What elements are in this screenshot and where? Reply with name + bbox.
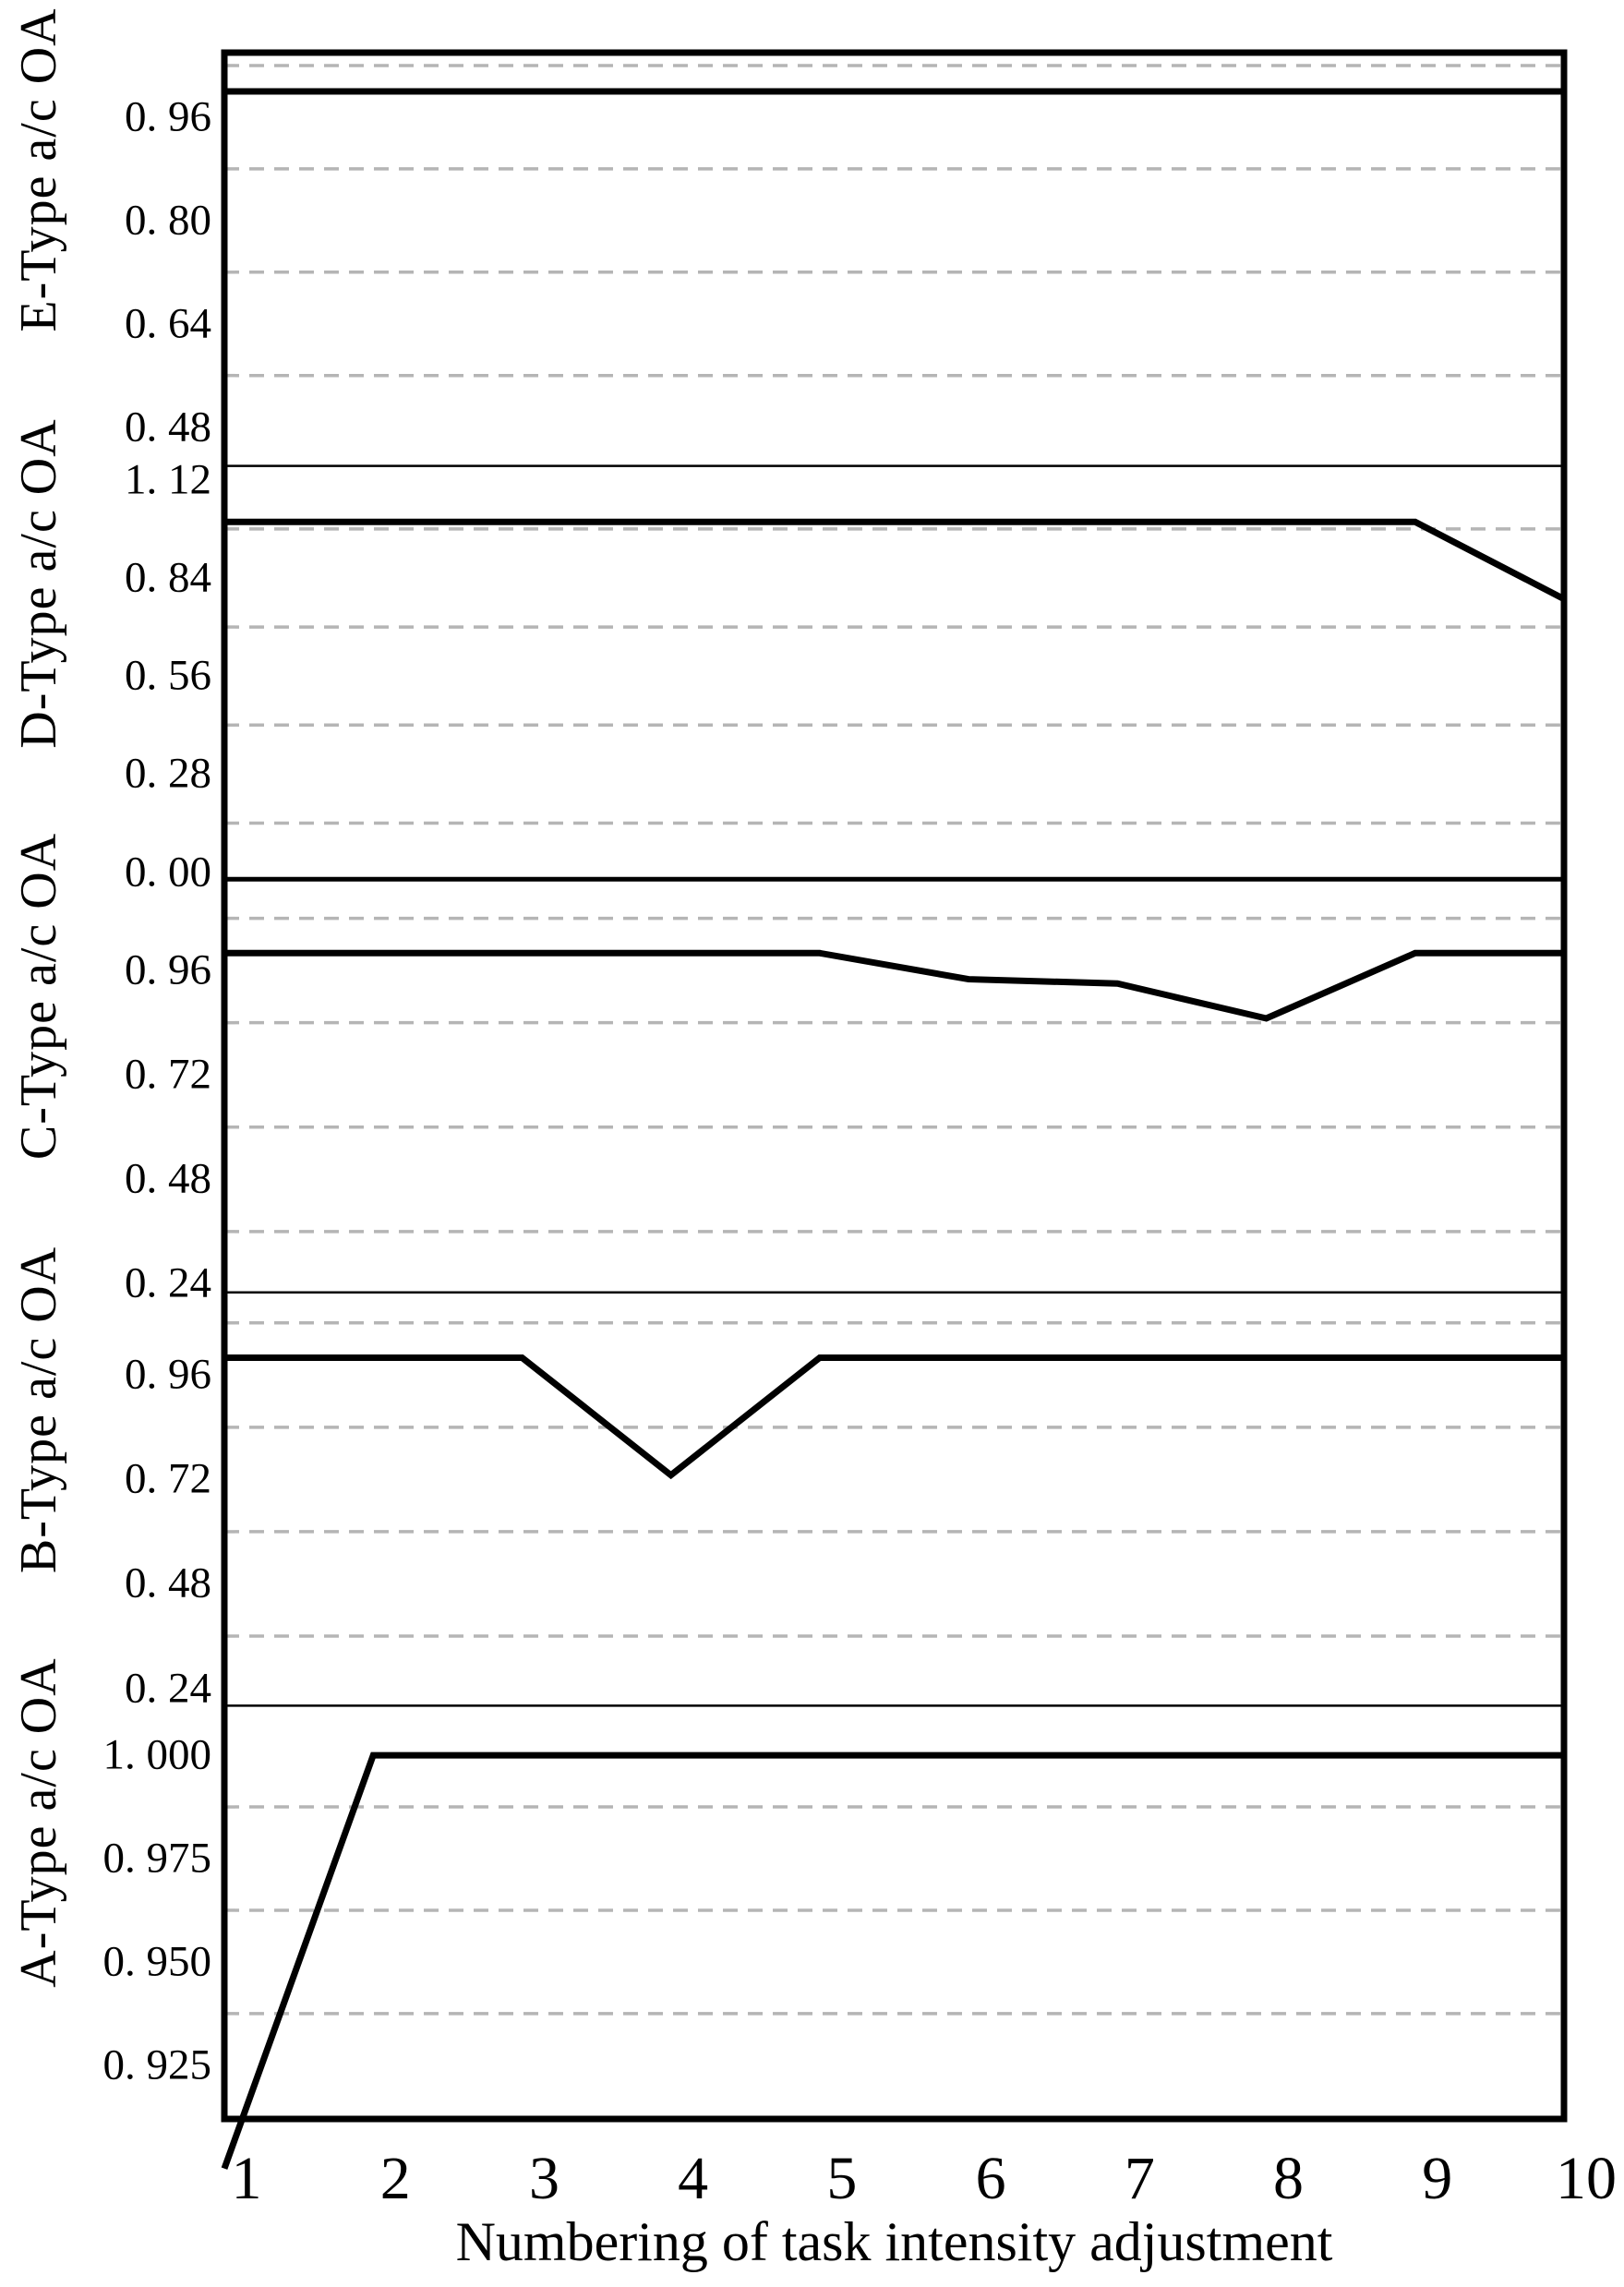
y-tick-label-a: 0. 925 — [102, 2040, 212, 2089]
y-tick-label-e: 0. 96 — [125, 92, 211, 141]
y-tick-label-b: 0. 48 — [125, 1559, 211, 1607]
x-tick-label: 1 — [231, 2145, 262, 2212]
y-tick-label-d: 0. 28 — [125, 749, 211, 798]
series-line-b-type — [224, 1354, 1564, 1480]
y-tick-label-d: 0. 84 — [125, 553, 211, 602]
x-tick-label: 8 — [1273, 2145, 1305, 2212]
y-tick-label-d: 0. 56 — [125, 651, 211, 700]
y-tick-label-b: 0. 72 — [125, 1454, 211, 1503]
x-tick-label: 9 — [1422, 2145, 1453, 2212]
x-tick-label: 10 — [1556, 2145, 1617, 2212]
series-line-d-type — [224, 518, 1566, 602]
y-tick-label-a: 1. 000 — [102, 1730, 212, 1779]
y-tick-label-a: 0. 950 — [102, 1937, 212, 1986]
y-tick-label-e: 0. 80 — [125, 196, 211, 245]
x-tick-label: 3 — [528, 2145, 559, 2212]
y-tick-label-a: 0. 975 — [102, 1834, 212, 1883]
y-tick-label-c: 0. 48 — [125, 1154, 211, 1203]
x-tick-label: 5 — [826, 2145, 858, 2212]
y-tick-label-c: 0. 72 — [125, 1050, 211, 1099]
series-line-a-type — [221, 1751, 1564, 2170]
y-axis-title-e-type: E-Type a/c OA — [10, 7, 67, 332]
plot-border — [221, 49, 1568, 2123]
x-tick-label: 6 — [975, 2145, 1006, 2212]
x-tick-label: 7 — [1124, 2145, 1155, 2212]
x-tick-label: 2 — [379, 2145, 411, 2212]
y-tick-label-c: 0. 24 — [125, 1258, 211, 1307]
x-tick-label: 4 — [678, 2145, 709, 2212]
y-tick-label-b: 0. 24 — [125, 1664, 211, 1713]
y-tick-label-d: 1. 12 — [125, 455, 211, 504]
series-line-c-type — [224, 949, 1564, 1022]
y-tick-label-e: 0. 48 — [125, 403, 211, 451]
y-tick-label-b: 0. 96 — [125, 1350, 211, 1399]
y-tick-label-d: 0. 00 — [125, 848, 211, 897]
y-tick-label-c: 0. 96 — [125, 945, 211, 994]
x-axis-title: Numbering of task intensity adjustment — [455, 2211, 1333, 2272]
y-tick-label-e: 0. 64 — [125, 299, 211, 348]
